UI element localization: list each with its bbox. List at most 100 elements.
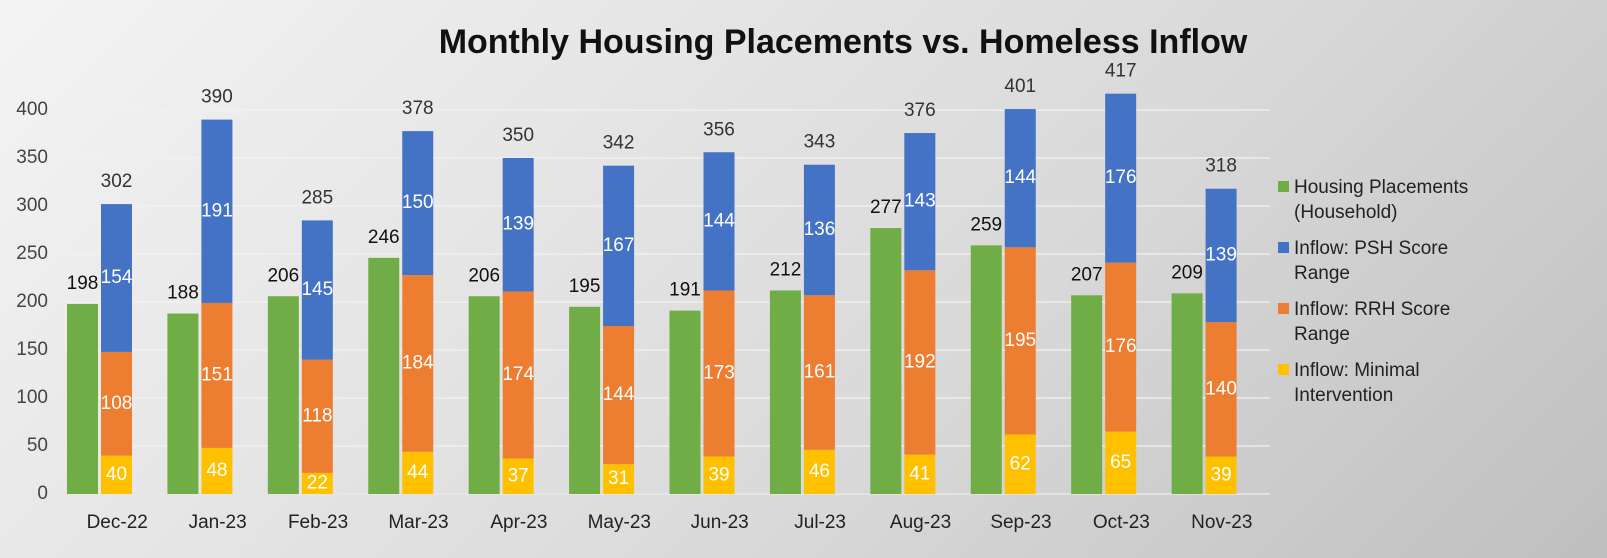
x-tick-label: Mar-23 bbox=[388, 512, 448, 533]
x-tick-label: Aug-23 bbox=[890, 512, 951, 533]
bar-segment bbox=[904, 454, 936, 494]
y-tick-label: 150 bbox=[16, 339, 48, 360]
data-label: 139 bbox=[502, 214, 534, 235]
data-label: 31 bbox=[608, 468, 629, 489]
legend-item: Housing Placements (Household) bbox=[1278, 175, 1578, 236]
legend-swatch bbox=[1278, 364, 1289, 375]
bar-segment bbox=[402, 451, 434, 494]
bar-segment bbox=[1205, 456, 1237, 494]
bar-segment bbox=[703, 290, 735, 457]
data-label: 118 bbox=[302, 405, 332, 426]
legend: Housing Placements (Household) Inflow: PS… bbox=[1278, 175, 1578, 419]
data-label: 40 bbox=[106, 464, 127, 485]
x-tick-label: May-23 bbox=[588, 512, 651, 533]
bar bbox=[468, 296, 500, 494]
data-label: 195 bbox=[1004, 330, 1036, 351]
data-label: 22 bbox=[307, 472, 328, 493]
chart-title: Monthly Housing Placements vs. Homeless … bbox=[439, 23, 1248, 61]
data-label: 259 bbox=[970, 214, 1002, 235]
legend-item: Inflow: Minimal Intervention bbox=[1278, 358, 1578, 419]
x-tick-label: Jun-23 bbox=[691, 512, 749, 533]
data-label: 176 bbox=[1105, 167, 1137, 188]
x-tick-label: Feb-23 bbox=[288, 512, 348, 533]
total-label: 285 bbox=[301, 187, 333, 208]
data-label: 139 bbox=[1205, 244, 1237, 265]
bar-segment bbox=[101, 351, 132, 456]
y-tick-label: 50 bbox=[27, 435, 48, 456]
bar bbox=[167, 313, 199, 494]
total-label: 342 bbox=[603, 133, 635, 154]
x-tick-label: Oct-23 bbox=[1093, 512, 1150, 533]
data-label: 65 bbox=[1110, 452, 1131, 473]
total-label: 350 bbox=[502, 125, 534, 146]
data-label: 188 bbox=[167, 283, 199, 304]
bar-segment bbox=[1105, 262, 1137, 432]
data-label: 195 bbox=[569, 276, 601, 297]
total-label: 318 bbox=[1205, 156, 1237, 177]
data-label: 144 bbox=[703, 210, 735, 231]
data-label: 192 bbox=[904, 351, 936, 372]
bar bbox=[1171, 293, 1203, 494]
x-tick-label: Sep-23 bbox=[990, 512, 1051, 533]
bar bbox=[368, 257, 400, 494]
data-label: 46 bbox=[809, 461, 830, 482]
data-label: 191 bbox=[201, 200, 233, 221]
y-tick-label: 250 bbox=[16, 243, 48, 264]
y-tick-label: 300 bbox=[16, 195, 48, 216]
data-label: 37 bbox=[508, 465, 529, 486]
data-label: 140 bbox=[1205, 378, 1237, 399]
bar-segment bbox=[1205, 188, 1237, 323]
data-label: 176 bbox=[1105, 336, 1137, 357]
legend-swatch bbox=[1278, 242, 1289, 253]
data-label: 206 bbox=[267, 265, 299, 286]
data-label: 151 bbox=[201, 364, 233, 385]
total-label: 376 bbox=[904, 100, 936, 121]
y-tick-label: 350 bbox=[16, 147, 48, 168]
total-label: 378 bbox=[402, 98, 434, 119]
legend-swatch bbox=[1278, 303, 1289, 314]
bar-segment bbox=[101, 455, 132, 494]
data-label: 48 bbox=[206, 460, 227, 481]
bar-segment bbox=[904, 270, 936, 455]
legend-label: Inflow: Minimal Intervention bbox=[1294, 360, 1420, 406]
bar-segment bbox=[703, 152, 735, 291]
data-label: 209 bbox=[1171, 262, 1203, 283]
data-label: 44 bbox=[407, 462, 429, 483]
bar bbox=[1071, 295, 1103, 494]
total-label: 401 bbox=[1004, 76, 1036, 97]
bar-segment bbox=[803, 164, 835, 296]
bar-segment bbox=[502, 291, 534, 459]
bar-segment bbox=[1105, 93, 1137, 263]
data-label: 136 bbox=[804, 219, 836, 240]
bar bbox=[970, 245, 1002, 494]
legend-label: Inflow: PSH Score Range bbox=[1294, 238, 1449, 284]
bar-segment bbox=[603, 326, 635, 465]
data-label: 144 bbox=[603, 384, 635, 405]
data-label: 39 bbox=[708, 464, 729, 485]
data-label: 174 bbox=[502, 364, 534, 385]
bar-segment bbox=[301, 359, 333, 473]
bar-segment bbox=[1004, 434, 1036, 494]
data-label: 207 bbox=[1071, 264, 1103, 285]
bar bbox=[67, 303, 98, 494]
bar-segment bbox=[703, 456, 735, 494]
y-tick-label: 200 bbox=[16, 291, 48, 312]
bar-segment bbox=[1205, 322, 1237, 457]
bar-segment bbox=[101, 204, 132, 352]
y-tick-label: 400 bbox=[16, 99, 48, 120]
data-label: 277 bbox=[870, 197, 902, 218]
bar-segment bbox=[201, 119, 233, 303]
legend-swatch bbox=[1278, 181, 1289, 192]
bar-segment bbox=[301, 220, 333, 360]
bar-segment bbox=[1004, 247, 1036, 435]
bar-segment bbox=[502, 458, 534, 494]
bar-segment bbox=[1105, 431, 1137, 494]
bar-segment bbox=[603, 165, 635, 326]
total-label: 302 bbox=[101, 171, 133, 192]
y-tick-label: 0 bbox=[37, 483, 48, 504]
data-label: 145 bbox=[301, 279, 333, 300]
bar-segment bbox=[201, 302, 233, 448]
bar-segment bbox=[301, 472, 333, 494]
data-label: 150 bbox=[402, 192, 434, 213]
